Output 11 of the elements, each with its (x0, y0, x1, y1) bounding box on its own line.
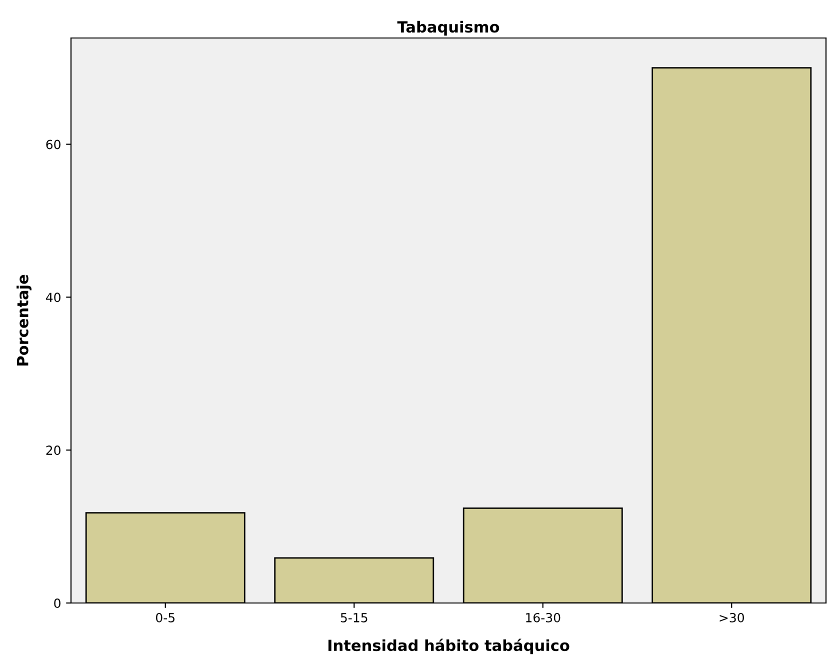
x-axis-title: Intensidad hábito tabáquico (328, 638, 570, 654)
y-tick-label: 40 (46, 292, 60, 302)
y-tick-label: 20 (46, 446, 60, 456)
x-tick-label: 5-15 (340, 613, 368, 622)
y-tick-label: 60 (46, 140, 60, 150)
x-tick-label: 16-30 (526, 612, 560, 622)
y-axis-title: Porcentaje (16, 274, 32, 366)
x-tick-label: 0-5 (156, 612, 174, 622)
chart-title: Tabaquismo (397, 20, 500, 36)
x-tick-label: >30 (720, 612, 744, 622)
y-tick-label: 0 (54, 598, 60, 608)
